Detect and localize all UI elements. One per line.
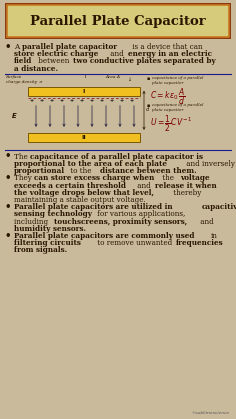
Text: store electric charge: store electric charge: [14, 50, 98, 58]
Text: ↓: ↓: [128, 77, 132, 82]
Text: capacitance of a parallel: capacitance of a parallel: [152, 103, 203, 107]
Text: l: l: [85, 75, 87, 79]
Text: •: •: [5, 151, 12, 161]
Text: They: They: [14, 174, 34, 182]
Text: can store excess charge when: can store excess charge when: [34, 174, 155, 182]
Bar: [28, 133, 140, 142]
Text: A: A: [14, 43, 21, 51]
Text: thereby: thereby: [171, 189, 201, 197]
Text: filtering circuits: filtering circuits: [14, 239, 81, 247]
Text: and inversely: and inversely: [184, 160, 235, 168]
Text: ▪: ▪: [147, 76, 150, 81]
Text: +: +: [80, 98, 84, 103]
Text: +: +: [130, 98, 134, 103]
Text: Parallel Plate Capacitor: Parallel Plate Capacitor: [30, 16, 206, 28]
Text: capacitance of a parallel plate capacitor is: capacitance of a parallel plate capacito…: [30, 153, 203, 161]
Text: in: in: [211, 232, 218, 240]
Text: II: II: [82, 135, 86, 140]
Text: +: +: [110, 98, 114, 103]
Text: to remove unwanted: to remove unwanted: [95, 239, 174, 247]
Text: and: and: [198, 217, 214, 225]
Text: including: including: [14, 217, 50, 225]
Text: •: •: [5, 41, 12, 52]
Text: proportional: proportional: [14, 167, 65, 175]
Text: capacitance of a parallel: capacitance of a parallel: [152, 76, 203, 80]
Bar: [7, 5, 229, 37]
Text: •: •: [5, 202, 12, 212]
Bar: [28, 87, 140, 96]
Text: plate capacitor: plate capacitor: [152, 81, 184, 85]
Text: proportional to the area of each plate: proportional to the area of each plate: [14, 160, 167, 168]
Text: from signals.: from signals.: [14, 246, 67, 254]
Text: I: I: [83, 89, 85, 94]
Text: frequencies: frequencies: [176, 239, 223, 247]
Text: +: +: [90, 98, 94, 103]
Text: humidity sensors.: humidity sensors.: [14, 225, 86, 233]
Text: +: +: [40, 98, 44, 103]
Text: a distance.: a distance.: [14, 65, 58, 72]
Text: ©sublimescience: ©sublimescience: [192, 411, 230, 415]
Text: •: •: [5, 230, 12, 241]
Text: $C = k\varepsilon_0\,\dfrac{A}{d}$: $C = k\varepsilon_0\,\dfrac{A}{d}$: [150, 87, 185, 107]
Text: release it when: release it when: [155, 181, 217, 190]
Text: The: The: [14, 153, 30, 161]
Text: the voltage drops below that level,: the voltage drops below that level,: [14, 189, 154, 197]
Text: parallel plate capacitor: parallel plate capacitor: [22, 43, 117, 51]
Text: sensing technology: sensing technology: [14, 210, 92, 218]
Text: two conductive plates separated by: two conductive plates separated by: [73, 57, 215, 65]
Text: the: the: [160, 174, 176, 182]
Text: field: field: [14, 57, 32, 65]
Text: distance between them.: distance between them.: [100, 167, 197, 175]
Text: touchscreens, proximity sensors,: touchscreens, proximity sensors,: [55, 217, 188, 225]
Text: plate capacitor: plate capacitor: [152, 108, 184, 112]
Text: +: +: [70, 98, 74, 103]
Text: $U = \dfrac{1}{2}CV^{\!-1}$: $U = \dfrac{1}{2}CV^{\!-1}$: [150, 114, 193, 134]
Bar: [5, 3, 231, 39]
Text: +: +: [100, 98, 104, 103]
Text: voltage: voltage: [180, 174, 209, 182]
Text: +: +: [30, 98, 34, 103]
Text: Area A: Area A: [105, 75, 120, 79]
Text: maintaining a stable output voltage.: maintaining a stable output voltage.: [14, 196, 146, 204]
Text: •: •: [5, 173, 12, 183]
Text: ▪: ▪: [147, 103, 150, 108]
Text: Parallel plate capacitors are utilized in: Parallel plate capacitors are utilized i…: [14, 203, 175, 211]
Text: Surface
charge density  σ: Surface charge density σ: [6, 75, 42, 84]
Text: to the: to the: [68, 167, 93, 175]
Text: capacitive: capacitive: [202, 203, 236, 211]
Text: +: +: [60, 98, 64, 103]
Text: +: +: [50, 98, 54, 103]
Text: d: d: [146, 107, 149, 112]
Text: for various applications,: for various applications,: [95, 210, 185, 218]
Text: is a device that can: is a device that can: [130, 43, 202, 51]
Text: Parallel plate capacitors are commonly used: Parallel plate capacitors are commonly u…: [14, 232, 197, 240]
Text: between: between: [36, 57, 72, 65]
Text: and: and: [108, 50, 126, 58]
Text: E: E: [12, 113, 16, 119]
Text: +: +: [120, 98, 124, 103]
Text: and: and: [135, 181, 153, 190]
Text: exceeds a certain threshold: exceeds a certain threshold: [14, 181, 126, 190]
Text: energy in an electric: energy in an electric: [128, 50, 212, 58]
